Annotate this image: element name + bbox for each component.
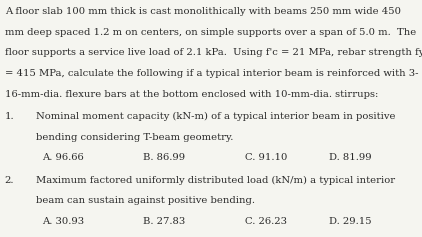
Text: = 415 MPa, calculate the following if a typical interior beam is reinforced with: = 415 MPa, calculate the following if a … [5, 69, 419, 78]
Text: Maximum factored uniformly distributed load (kN/m) a typical interior: Maximum factored uniformly distributed l… [36, 176, 395, 185]
Text: C. 26.23: C. 26.23 [245, 217, 287, 226]
Text: D. 81.99: D. 81.99 [329, 153, 372, 162]
Text: A. 30.93: A. 30.93 [42, 217, 84, 226]
Text: A floor slab 100 mm thick is cast monolithically with beams 250 mm wide 450: A floor slab 100 mm thick is cast monoli… [5, 7, 401, 16]
Text: A. 96.66: A. 96.66 [42, 153, 84, 162]
Text: beam can sustain against positive bending.: beam can sustain against positive bendin… [36, 196, 255, 205]
Text: 2.: 2. [4, 176, 14, 185]
Text: D. 29.15: D. 29.15 [329, 217, 372, 226]
Text: B. 27.83: B. 27.83 [143, 217, 186, 226]
Text: mm deep spaced 1.2 m on centers, on simple supports over a span of 5.0 m.  The: mm deep spaced 1.2 m on centers, on simp… [5, 28, 417, 37]
Text: bending considering T-beam geometry.: bending considering T-beam geometry. [36, 133, 233, 142]
Text: floor supports a service live load of 2.1 kPa.  Using f'c = 21 MPa, rebar streng: floor supports a service live load of 2.… [5, 48, 422, 57]
Text: C. 91.10: C. 91.10 [245, 153, 287, 162]
Text: 1.: 1. [4, 112, 14, 121]
Text: 16-mm-dia. flexure bars at the bottom enclosed with 10-mm-dia. stirrups:: 16-mm-dia. flexure bars at the bottom en… [5, 90, 379, 99]
Text: B. 86.99: B. 86.99 [143, 153, 186, 162]
Text: Nominal moment capacity (kN-m) of a typical interior beam in positive: Nominal moment capacity (kN-m) of a typi… [36, 112, 395, 121]
